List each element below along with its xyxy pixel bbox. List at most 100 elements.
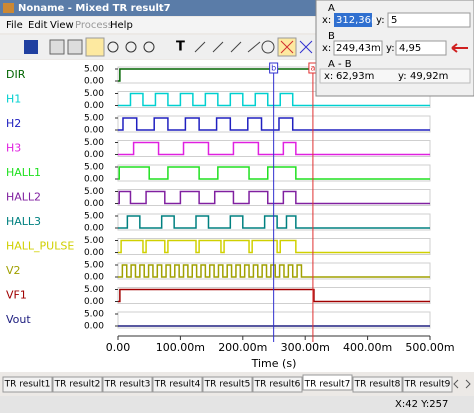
y-tick-label: 5.00	[84, 236, 104, 246]
cursor-panel: A x: 312,36m y: 5 B x: 249,43m y: 4,95 A…	[315, 0, 474, 97]
tab-label: TR result5	[204, 380, 251, 390]
tab-label: TR result6	[254, 380, 301, 390]
app-icon	[3, 3, 14, 13]
y-tick-label: 5.00	[84, 212, 104, 222]
text-tool[interactable]: T	[176, 40, 185, 55]
pointer-button[interactable]	[85, 37, 105, 57]
y-tick-label: 0.00	[84, 77, 104, 87]
y-tick-label: 0.00	[84, 101, 104, 111]
y-tick-label: 0.00	[84, 248, 104, 258]
y-field[interactable]	[387, 12, 471, 28]
signal-name: V2	[6, 264, 21, 277]
y-label: y:	[386, 43, 395, 54]
tab-label: TR result4	[154, 380, 201, 390]
x-value: 312,36m	[336, 15, 381, 26]
cursor-name: b	[271, 64, 276, 73]
menu-item[interactable]: File	[6, 20, 23, 31]
zoom-button[interactable]	[143, 41, 155, 53]
diff-row	[319, 68, 471, 84]
y-label: y:	[398, 71, 407, 82]
y-tick-label: 5.00	[84, 138, 104, 148]
tab[interactable]	[102, 376, 153, 393]
signal-name: H3	[6, 142, 21, 155]
tab[interactable]	[302, 374, 353, 391]
y-value: 49,92m	[410, 71, 448, 82]
x-field[interactable]	[334, 13, 372, 27]
menu-item[interactable]: Edit	[28, 20, 47, 31]
y-tick-label: 0.00	[84, 273, 104, 283]
menu-item: Process	[75, 20, 113, 31]
waveform	[118, 288, 430, 303]
y-value: 5	[391, 15, 397, 26]
waveform	[118, 117, 430, 131]
cursor-b-button[interactable]	[299, 40, 313, 54]
y-tick-label: 5.00	[84, 187, 104, 197]
y-tick-label: 0.00	[84, 322, 104, 332]
tab-scroll[interactable]	[453, 379, 471, 389]
tab[interactable]	[402, 376, 453, 393]
x-axis-label: Time (s)	[251, 357, 297, 370]
x-tick-label: 100.00m	[156, 341, 205, 354]
x-field[interactable]	[333, 40, 383, 56]
y-label: y:	[376, 15, 385, 26]
swap-button[interactable]	[451, 43, 468, 53]
zoom-button[interactable]	[125, 41, 137, 53]
signal-name: DIR	[6, 68, 26, 81]
menu-item[interactable]: View	[50, 20, 74, 31]
y-tick-label: 5.00	[84, 310, 104, 320]
signal-name: H1	[6, 93, 21, 106]
tab-label: TR result8	[354, 380, 401, 390]
status-text: X:42 Y:257	[395, 399, 448, 410]
tab[interactable]	[352, 376, 403, 393]
waveform	[118, 141, 430, 156]
status-bar	[0, 396, 474, 413]
x-tick-label: 300.00m	[281, 341, 330, 354]
zoom-button[interactable]	[107, 41, 119, 53]
y-tick-label: 0.00	[84, 199, 104, 209]
tab[interactable]	[52, 376, 103, 393]
menu-item[interactable]: Help	[110, 20, 133, 31]
tab[interactable]	[2, 376, 53, 393]
y-tick-label: 0.00	[84, 175, 104, 185]
signal-name: Vout	[6, 313, 31, 326]
waveform	[118, 190, 430, 205]
group-label: A	[328, 3, 335, 14]
draw-tools[interactable]	[194, 41, 242, 53]
tab[interactable]	[202, 376, 253, 393]
y-tick-label: 5.00	[84, 163, 104, 173]
save-button[interactable]	[24, 40, 38, 54]
x-label: x:	[324, 71, 333, 82]
waveform	[118, 264, 430, 278]
tab-bar: TR result1 TR result2 TR result3 TR result4…	[0, 374, 474, 394]
x-tick-label: 400.00m	[343, 341, 392, 354]
y-tick-label: 0.00	[84, 126, 104, 136]
x-value: 249,43m	[336, 43, 381, 54]
tab-label: TR result1	[4, 380, 51, 390]
signal-name: HALL3	[6, 215, 41, 228]
copy-button[interactable]	[49, 39, 65, 55]
circle-tool[interactable]	[261, 40, 275, 54]
waveforms: DIR 5.00 0.00 H1 5.00 0.00 H2 5.00 0.00 H3 5.00 0.0…	[6, 62, 455, 370]
signal-name: H2	[6, 117, 21, 130]
y-tick-label: 0.00	[84, 224, 104, 234]
x-tick-label: 200.00m	[218, 341, 267, 354]
waveform	[118, 92, 430, 107]
paste-button[interactable]	[67, 39, 83, 55]
line-tool[interactable]	[247, 41, 261, 53]
waveform	[118, 166, 430, 180]
tab-label: TR result7	[304, 380, 351, 390]
x-label: x:	[322, 15, 331, 26]
waveform	[118, 239, 430, 254]
signal-name: VF1	[6, 289, 27, 302]
tab[interactable]	[152, 376, 203, 393]
window-title: Noname - Mixed TR result7	[18, 3, 171, 14]
tab-label: TR result3	[104, 380, 151, 390]
signal-name: HALL2	[6, 191, 41, 204]
y-field[interactable]	[395, 40, 447, 56]
tab[interactable]	[252, 376, 303, 393]
y-tick-label: 5.00	[84, 285, 104, 295]
y-tick-label: 5.00	[84, 261, 104, 271]
cursor-a-icon	[280, 40, 294, 54]
y-tick-label: 5.00	[84, 89, 104, 99]
